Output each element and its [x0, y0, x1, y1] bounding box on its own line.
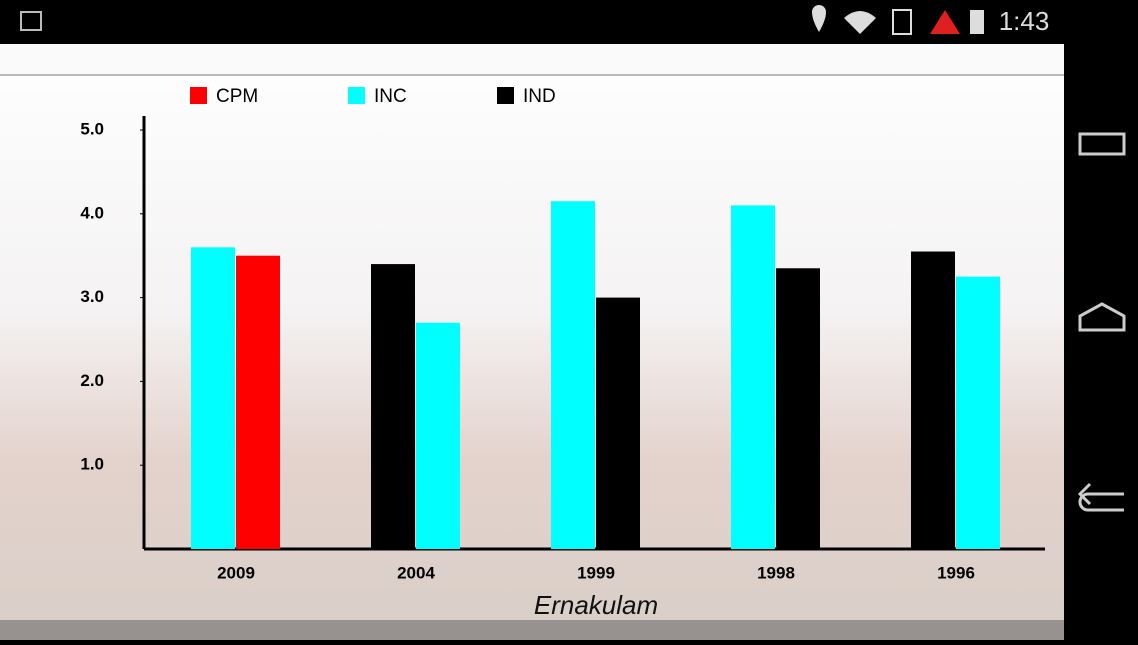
wifi-icon — [844, 11, 876, 34]
x-tick-label: 1996 — [937, 563, 975, 582]
bar — [371, 264, 415, 549]
bar — [731, 205, 775, 550]
status-bar — [0, 0, 1138, 44]
bar — [596, 297, 640, 549]
bar — [911, 251, 955, 549]
y-tick-label: 4.0 — [80, 203, 104, 222]
battery-icon — [970, 10, 984, 34]
road — [0, 620, 1064, 640]
legend-swatch — [190, 87, 207, 104]
legend-swatch — [348, 87, 365, 104]
action-bar — [0, 44, 1064, 75]
nav-bar — [1064, 44, 1138, 640]
y-tick-label: 1.0 — [80, 455, 104, 474]
clock: 1:43 — [999, 6, 1050, 36]
y-tick-label: 2.0 — [80, 371, 104, 390]
x-tick-label: 2004 — [397, 563, 435, 582]
gallery-icon — [20, 11, 42, 31]
x-tick-label: 1998 — [757, 563, 795, 582]
bar — [236, 255, 280, 549]
legend-label: IND — [523, 86, 556, 107]
x-tick-label: 2009 — [217, 563, 255, 582]
y-tick-label: 5.0 — [80, 119, 104, 138]
alert-icon — [930, 10, 960, 34]
home-button[interactable] — [1078, 302, 1126, 332]
x-tick-label: 1999 — [577, 563, 615, 582]
location-icon — [812, 5, 826, 32]
bar — [776, 268, 820, 549]
legend-label: INC — [374, 86, 407, 107]
chart-title: Ernakulam — [534, 590, 658, 620]
legend-swatch — [497, 87, 514, 104]
background-image — [0, 44, 1064, 640]
bar — [551, 201, 595, 550]
y-tick-label: 3.0 — [80, 287, 104, 306]
legend-label: CPM — [216, 86, 258, 107]
bar — [956, 276, 1000, 549]
back-button[interactable] — [1077, 482, 1124, 512]
recents-button[interactable] — [1078, 132, 1126, 156]
bar — [191, 247, 235, 549]
bar — [416, 322, 460, 549]
sim-icon — [892, 9, 912, 35]
